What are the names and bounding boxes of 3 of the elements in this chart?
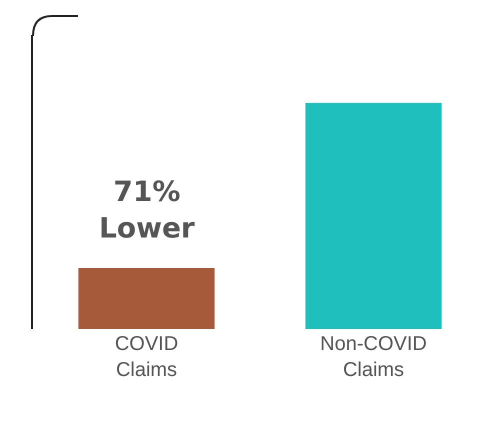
x-tick-label: COVID Claims	[114, 333, 178, 381]
x-tick-label: Non-COVID Claims	[320, 333, 427, 381]
annotation: 71% Lower	[99, 175, 195, 244]
